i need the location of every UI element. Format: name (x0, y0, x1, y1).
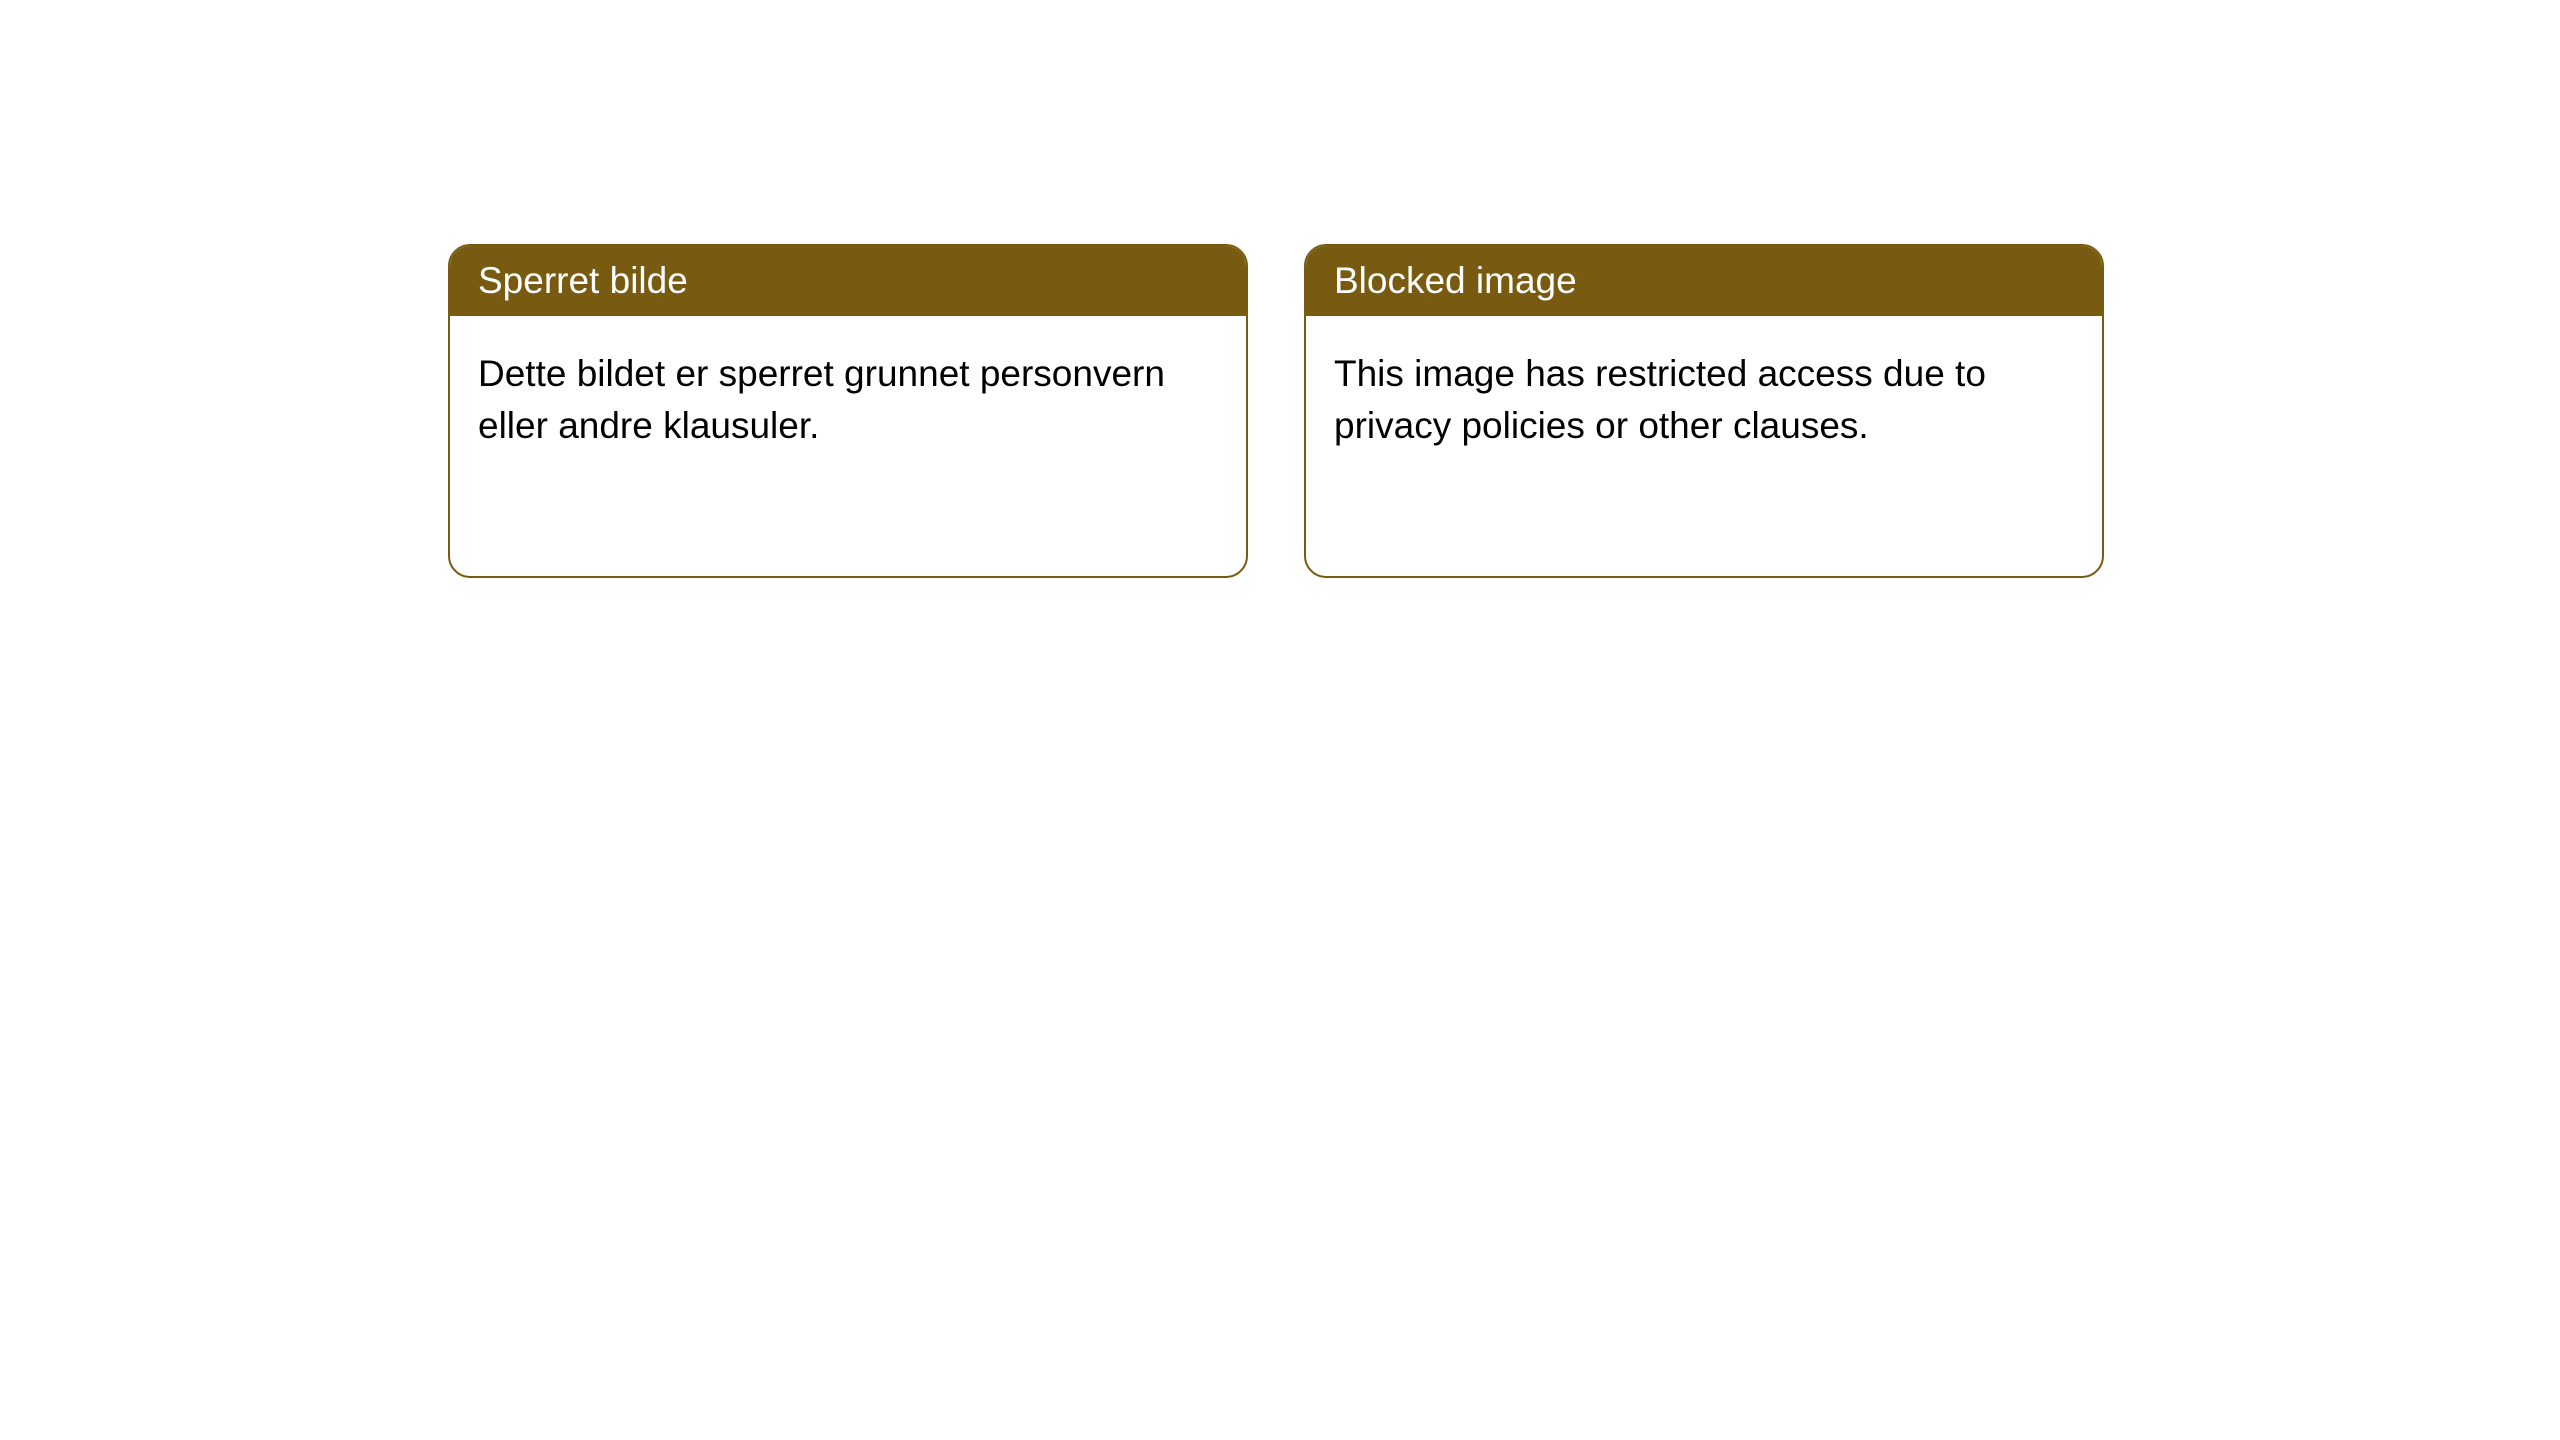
notice-card-norwegian: Sperret bilde Dette bildet er sperret gr… (448, 244, 1248, 578)
card-title-english: Blocked image (1306, 246, 2102, 316)
card-message-norwegian: Dette bildet er sperret grunnet personve… (478, 348, 1218, 452)
card-title-norwegian: Sperret bilde (450, 246, 1246, 316)
card-message-english: This image has restricted access due to … (1334, 348, 2074, 452)
card-body-english: This image has restricted access due to … (1306, 316, 2102, 576)
notice-cards-container: Sperret bilde Dette bildet er sperret gr… (448, 244, 2104, 578)
notice-card-english: Blocked image This image has restricted … (1304, 244, 2104, 578)
card-body-norwegian: Dette bildet er sperret grunnet personve… (450, 316, 1246, 576)
